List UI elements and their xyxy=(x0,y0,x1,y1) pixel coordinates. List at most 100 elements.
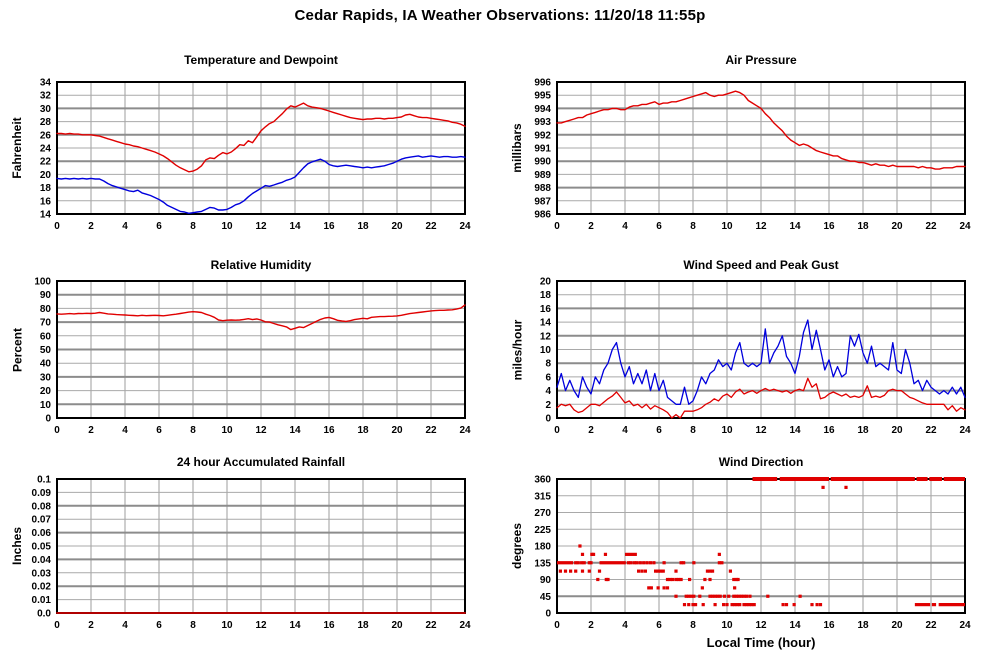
chart-title-wind-direction: Wind Direction xyxy=(718,455,804,469)
svg-text:12: 12 xyxy=(755,425,767,436)
svg-text:16: 16 xyxy=(323,620,335,631)
svg-text:70: 70 xyxy=(40,318,52,329)
y-axis-label-percent: Percent xyxy=(10,327,24,372)
svg-text:2: 2 xyxy=(588,620,594,631)
svg-text:60: 60 xyxy=(40,331,52,342)
svg-text:80: 80 xyxy=(40,304,52,315)
svg-text:994: 994 xyxy=(534,104,551,115)
svg-text:2: 2 xyxy=(88,620,94,631)
svg-text:4: 4 xyxy=(622,620,628,631)
x-axis-label-local-time: Local Time (hour) xyxy=(706,635,816,650)
svg-text:24: 24 xyxy=(959,221,971,232)
svg-text:14: 14 xyxy=(289,620,301,631)
svg-text:6: 6 xyxy=(545,372,551,383)
svg-text:8: 8 xyxy=(190,221,196,232)
svg-text:28: 28 xyxy=(40,117,52,128)
svg-text:34: 34 xyxy=(40,78,52,89)
chart-temperature-dewpoint: 14 16 18 20 22 24 26 28 30 32 34 0 2 4 6 8 10 12 14 16 18 20 2… xyxy=(0,45,500,250)
svg-text:20: 20 xyxy=(891,221,903,232)
svg-text:16: 16 xyxy=(323,425,335,436)
svg-text:90: 90 xyxy=(540,575,552,586)
svg-text:24: 24 xyxy=(959,425,971,436)
svg-text:32: 32 xyxy=(40,91,52,102)
svg-text:0: 0 xyxy=(45,414,51,425)
svg-text:8: 8 xyxy=(545,359,551,370)
svg-text:0.01: 0.01 xyxy=(32,595,52,606)
svg-text:8: 8 xyxy=(190,620,196,631)
svg-text:2: 2 xyxy=(88,425,94,436)
svg-text:0.06: 0.06 xyxy=(32,528,52,539)
svg-text:360: 360 xyxy=(534,475,551,486)
svg-text:10: 10 xyxy=(221,620,233,631)
svg-text:6: 6 xyxy=(156,620,162,631)
svg-text:8: 8 xyxy=(690,620,696,631)
svg-text:10: 10 xyxy=(221,425,233,436)
svg-text:8: 8 xyxy=(190,425,196,436)
svg-text:90: 90 xyxy=(40,290,52,301)
svg-text:12: 12 xyxy=(540,331,552,342)
svg-text:0.04: 0.04 xyxy=(32,555,52,566)
svg-text:990: 990 xyxy=(534,157,551,168)
svg-text:18: 18 xyxy=(357,221,369,232)
svg-text:986: 986 xyxy=(534,210,551,221)
svg-text:2: 2 xyxy=(545,400,551,411)
svg-text:2: 2 xyxy=(588,425,594,436)
svg-text:0.03: 0.03 xyxy=(32,568,52,579)
svg-text:993: 993 xyxy=(534,117,551,128)
svg-text:14: 14 xyxy=(789,425,801,436)
svg-text:20: 20 xyxy=(40,170,52,181)
svg-text:20: 20 xyxy=(891,620,903,631)
svg-text:20: 20 xyxy=(540,277,552,288)
svg-text:22: 22 xyxy=(925,425,937,436)
svg-text:10: 10 xyxy=(721,221,733,232)
svg-text:50: 50 xyxy=(40,345,52,356)
svg-text:12: 12 xyxy=(255,425,267,436)
svg-text:45: 45 xyxy=(540,592,552,603)
svg-text:30: 30 xyxy=(40,104,52,115)
chart-title-relative-humidity: Relative Humidity xyxy=(210,258,312,272)
svg-text:18: 18 xyxy=(357,425,369,436)
svg-text:989: 989 xyxy=(534,170,551,181)
svg-text:2: 2 xyxy=(88,221,94,232)
svg-text:14: 14 xyxy=(789,620,801,631)
chart-wind-speed-gust: 0 2 4 6 8 10 12 14 16 18 20 0 2 4 6 8 10 12 14 16 18 20 22 24 W… xyxy=(500,250,1000,447)
svg-text:22: 22 xyxy=(425,425,437,436)
svg-text:0: 0 xyxy=(554,425,560,436)
svg-text:20: 20 xyxy=(391,221,403,232)
y-axis-label-fahrenheit: Fahrenheit xyxy=(10,117,24,179)
svg-text:4: 4 xyxy=(622,221,628,232)
svg-text:988: 988 xyxy=(534,183,551,194)
svg-text:8: 8 xyxy=(690,425,696,436)
svg-text:14: 14 xyxy=(789,221,801,232)
svg-text:24: 24 xyxy=(959,620,971,631)
svg-text:0.1: 0.1 xyxy=(37,475,51,486)
svg-text:22: 22 xyxy=(425,221,437,232)
svg-text:24: 24 xyxy=(459,620,471,631)
svg-text:14: 14 xyxy=(289,425,301,436)
svg-text:987: 987 xyxy=(534,196,551,207)
svg-text:995: 995 xyxy=(534,91,551,102)
svg-text:180: 180 xyxy=(534,542,551,553)
y-axis-label-inches: Inches xyxy=(10,527,24,566)
chart-title-temperature-dewpoint: Temperature and Dewpoint xyxy=(184,53,338,67)
svg-text:24: 24 xyxy=(459,221,471,232)
svg-text:0.0: 0.0 xyxy=(37,609,51,620)
svg-text:0: 0 xyxy=(545,414,551,425)
svg-text:4: 4 xyxy=(622,425,628,436)
svg-text:10: 10 xyxy=(540,345,552,356)
svg-text:16: 16 xyxy=(323,221,335,232)
page-title: Cedar Rapids, IA Weather Observations: 1… xyxy=(294,7,706,24)
svg-text:0.05: 0.05 xyxy=(32,542,52,553)
svg-text:14: 14 xyxy=(289,221,301,232)
svg-text:20: 20 xyxy=(391,425,403,436)
svg-text:0.07: 0.07 xyxy=(32,515,52,526)
svg-text:225: 225 xyxy=(534,525,551,536)
svg-text:0: 0 xyxy=(54,425,60,436)
svg-text:18: 18 xyxy=(540,290,552,301)
svg-text:12: 12 xyxy=(755,620,767,631)
svg-text:18: 18 xyxy=(357,620,369,631)
